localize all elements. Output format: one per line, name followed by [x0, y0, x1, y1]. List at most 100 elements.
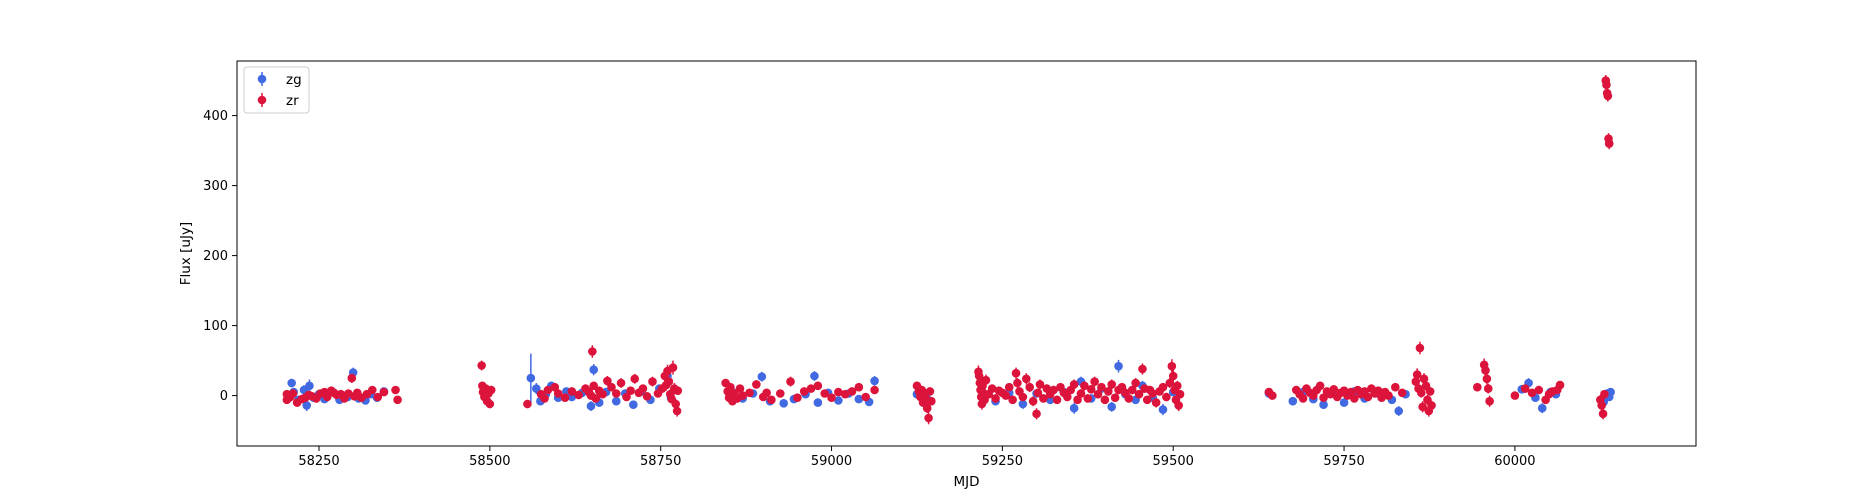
- zr-data-point: [1174, 401, 1183, 410]
- zg-data-point: [1339, 398, 1349, 407]
- zr-data-point: [1100, 395, 1110, 405]
- zr-data-point: [927, 396, 936, 406]
- zr-data-point: [1425, 387, 1435, 396]
- zr-data-point: [1268, 391, 1277, 400]
- zg-data-point: [611, 396, 621, 406]
- zg-data-point: [287, 378, 296, 388]
- zr-data-point: [1602, 80, 1611, 90]
- zr-data-point: [1363, 392, 1373, 402]
- legend-label-zg: zg: [286, 72, 302, 88]
- zr-data-point: [1151, 398, 1161, 407]
- zr-data-point: [854, 382, 864, 392]
- y-tick-label: 0: [220, 389, 228, 404]
- zr-data-point: [1083, 394, 1093, 403]
- zr-data-point: [1032, 409, 1041, 419]
- zr-data-point: [1555, 380, 1565, 390]
- zg-data-point: [586, 401, 596, 411]
- x-axis-label: MJD: [953, 474, 979, 490]
- zr-data-point: [1076, 389, 1086, 398]
- y-tick-label: 100: [203, 319, 228, 334]
- zg-data-point: [629, 400, 638, 410]
- zr-data-point: [786, 377, 795, 386]
- zr-data-point: [726, 382, 735, 392]
- zg-data-point: [1537, 403, 1547, 413]
- zr-data-point: [373, 392, 383, 402]
- zr-data-point: [322, 392, 332, 402]
- zg-data-point: [870, 376, 879, 386]
- zr-data-point: [1510, 391, 1520, 400]
- zr-data-point: [1052, 395, 1062, 405]
- zr-data-point: [588, 347, 597, 356]
- zr-data-point: [1110, 393, 1120, 403]
- zr-data-point: [1604, 139, 1614, 148]
- zr-data-point: [543, 385, 553, 395]
- zg-data-point: [302, 401, 312, 410]
- zr-data-point: [1134, 389, 1144, 399]
- zr-data-point: [1415, 343, 1425, 353]
- zr-data-point: [981, 375, 991, 385]
- zr-data-point: [1004, 382, 1014, 392]
- zg-data-point: [779, 399, 788, 408]
- zr-data-point: [523, 399, 532, 409]
- zr-data-point: [1527, 388, 1537, 398]
- zr-data-point: [1013, 378, 1022, 388]
- zr-data-point: [567, 387, 577, 396]
- zr-data-point: [391, 385, 400, 395]
- zr-data-point: [1173, 381, 1182, 391]
- zr-data-point: [1142, 395, 1152, 405]
- zg-data-point: [305, 381, 314, 391]
- zr-data-point: [925, 387, 935, 396]
- zg-data-point: [1394, 406, 1404, 416]
- zg-data-point: [1018, 399, 1028, 409]
- zr-data-point: [671, 399, 681, 409]
- zr-data-point: [1001, 391, 1011, 400]
- zr-data-point: [550, 382, 560, 392]
- zr-data-point: [1008, 395, 1017, 405]
- zr-data-point: [1473, 382, 1482, 392]
- zr-data-point: [1534, 385, 1544, 395]
- zr-data-point: [922, 403, 932, 413]
- zr-data-point: [767, 395, 776, 405]
- zr-data-point: [630, 374, 640, 384]
- zg-data-point: [589, 365, 599, 375]
- zr-data-point: [1039, 394, 1048, 403]
- zg-data-point: [532, 384, 541, 393]
- zr-data-point: [820, 389, 830, 398]
- zr-data-point: [974, 371, 984, 381]
- zr-data-point: [607, 382, 616, 392]
- zr-data-point: [485, 399, 495, 409]
- zr-data-point: [1168, 371, 1178, 381]
- y-tick-label: 300: [203, 179, 228, 194]
- zr-data-point: [560, 393, 570, 403]
- zr-data-point: [1131, 378, 1140, 388]
- zr-data-point: [611, 389, 621, 398]
- zr-data-point: [1419, 374, 1429, 384]
- zr-data-point: [752, 380, 761, 389]
- zr-data-point: [1481, 366, 1490, 375]
- zr-data-point: [1033, 388, 1043, 398]
- zr-data-point: [1483, 384, 1493, 393]
- zr-data-point: [1373, 386, 1383, 396]
- zr-data-point: [1298, 394, 1308, 403]
- x-tick-label: 59000: [811, 454, 852, 469]
- zr-data-point: [347, 373, 357, 383]
- zr-data-point: [589, 381, 599, 391]
- x-tick-label: 58750: [640, 454, 681, 469]
- zr-data-point: [616, 378, 626, 388]
- x-tick-label: 58500: [469, 454, 510, 469]
- x-tick-label: 60000: [1494, 454, 1535, 469]
- zr-data-point: [775, 389, 785, 398]
- zr-data-point: [870, 385, 879, 395]
- zr-data-point: [591, 394, 601, 403]
- zg-data-point: [526, 373, 536, 383]
- zr-data-point: [477, 361, 486, 370]
- zg-data-point: [834, 396, 843, 405]
- zr-data-point: [1086, 385, 1096, 394]
- zr-data-point: [1319, 393, 1328, 403]
- zr-data-point: [1138, 364, 1147, 374]
- zg-data-point: [1107, 402, 1117, 412]
- zr-data-point: [1148, 389, 1158, 398]
- y-tick-label: 400: [203, 109, 228, 124]
- zr-data-point: [574, 390, 583, 400]
- zr-data-point: [1418, 402, 1427, 412]
